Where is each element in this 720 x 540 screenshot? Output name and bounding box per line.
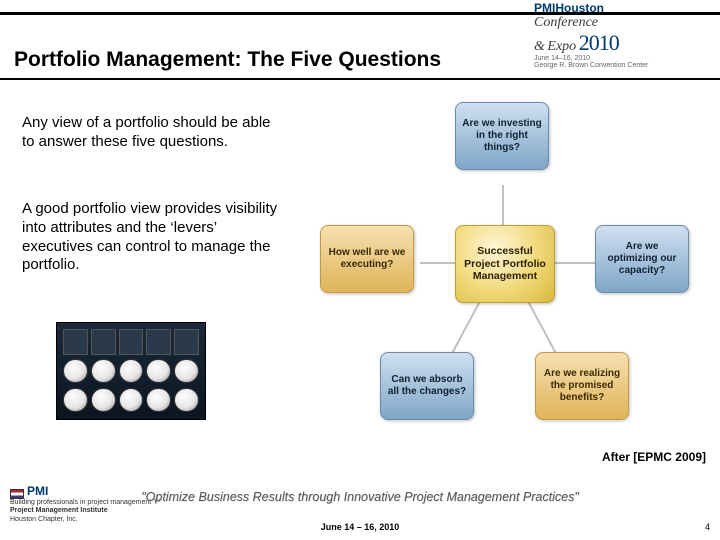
control-panel-image — [56, 322, 206, 420]
brand-pmi: PMI — [534, 1, 555, 15]
conference-dates: June 14–16, 2010 — [534, 55, 714, 63]
five-questions-diagram: Are we investing in the right things? How… — [300, 90, 710, 440]
page-number: 4 — [705, 522, 710, 532]
diagram-connector — [552, 262, 598, 264]
conference-venue: George R. Brown Convention Center — [534, 62, 714, 70]
body-paragraph-1: Any view of a portfolio should be able t… — [22, 114, 282, 152]
diagram-node-center: Successful Project Portfolio Management — [455, 225, 555, 303]
footer-date: June 14 – 16, 2010 — [0, 522, 720, 532]
conference-word1: Conference — [534, 15, 598, 30]
header-rule-bottom — [0, 78, 720, 80]
diagram-node-right: Are we optimizing our capacity? — [595, 225, 689, 293]
footer-logo-line2: Project Management Institute — [10, 507, 160, 515]
diagram-connector — [420, 262, 460, 264]
conference-amp: & — [534, 39, 545, 54]
conference-word2: Expo — [547, 39, 576, 54]
body-paragraph-2: A good portfolio view provides visibilit… — [22, 200, 282, 275]
diagram-node-left: How well are we executing? — [320, 225, 414, 293]
header-logo: PMIHouston Conference & Expo 2010 June 1… — [534, 2, 714, 70]
diagram-node-bright: Are we realizing the promised benefits? — [535, 352, 629, 420]
conference-year: 2010 — [579, 30, 619, 55]
diagram-node-top: Are we investing in the right things? — [455, 102, 549, 170]
footer-tagline: "Optimize Business Results through Innov… — [0, 490, 720, 504]
citation: After [EPMC 2009] — [602, 450, 706, 464]
page-title: Portfolio Management: The Five Questions — [14, 48, 441, 72]
diagram-node-bleft: Can we absorb all the changes? — [380, 352, 474, 420]
diagram-connector — [527, 301, 559, 358]
brand-houston: Houston — [555, 1, 604, 15]
diagram-connector — [449, 301, 481, 358]
